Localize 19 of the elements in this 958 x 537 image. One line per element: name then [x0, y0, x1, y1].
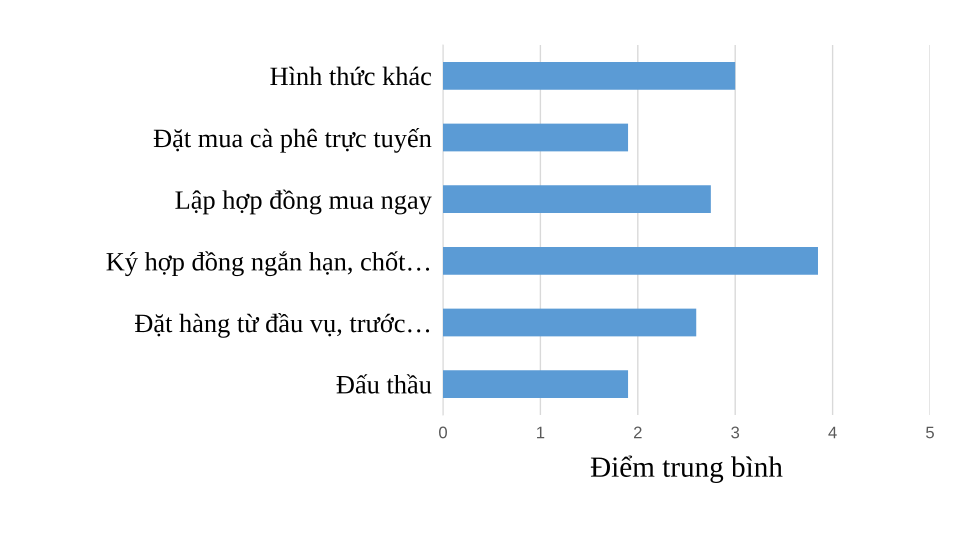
y-tick-label: Hình thức khác — [270, 66, 432, 86]
bar — [443, 62, 736, 90]
x-tick-label: 4 — [828, 426, 837, 438]
x-tick-label: 3 — [731, 426, 740, 438]
y-tick-label: Đặt mua cà phê trực tuyến — [154, 128, 432, 153]
bar — [443, 308, 696, 336]
x-tick-label: 1 — [537, 426, 544, 438]
y-tick-label: Lập hợp đồng mua ngay — [175, 190, 432, 214]
x-tick-label: 5 — [926, 426, 934, 438]
x-tick-label: 0 — [439, 426, 447, 438]
bar — [443, 124, 628, 152]
x-tick-label: 2 — [634, 426, 642, 438]
y-tick-label: Đặt hàng từ đầu vụ, trước… — [134, 312, 430, 338]
y-tick-label: Ký hợp đồng ngắn hạn, chốt… — [106, 251, 430, 276]
x-axis-title: Điểm trung bình — [590, 456, 783, 483]
bar — [443, 185, 711, 214]
y-tick-label: Đấu thầu — [336, 374, 432, 394]
bar — [443, 370, 628, 398]
bar — [443, 246, 818, 275]
